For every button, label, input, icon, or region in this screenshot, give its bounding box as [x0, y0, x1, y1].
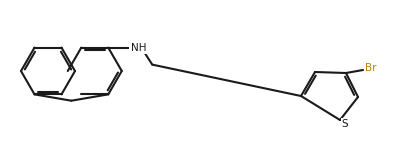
Text: Br: Br	[365, 63, 377, 73]
Text: S: S	[342, 119, 348, 129]
Text: NH: NH	[130, 43, 146, 53]
